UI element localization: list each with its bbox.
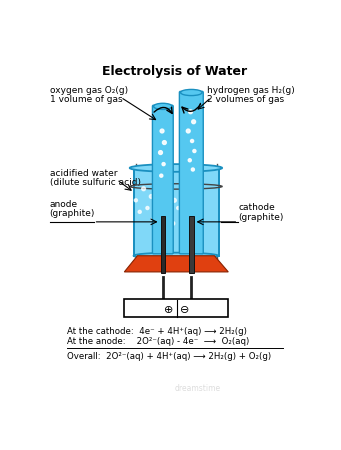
Text: ⊖: ⊖ [180, 305, 189, 315]
Bar [124, 299, 228, 317]
Text: acidified water: acidified water [50, 169, 117, 178]
Circle shape [171, 221, 175, 225]
Circle shape [186, 129, 190, 133]
Text: hydrogen gas H₂(g): hydrogen gas H₂(g) [207, 86, 295, 94]
Text: 2 volumes of gas: 2 volumes of gas [207, 95, 285, 104]
Ellipse shape [130, 164, 222, 172]
FancyBboxPatch shape [179, 91, 203, 254]
Circle shape [160, 129, 164, 133]
Circle shape [134, 199, 137, 202]
Bar [189, 216, 194, 274]
FancyBboxPatch shape [134, 168, 219, 256]
Circle shape [189, 110, 192, 114]
Circle shape [146, 207, 149, 210]
Text: At the cathode:  4e⁻ + 4H⁺(aq) ⟶ 2H₂(g): At the cathode: 4e⁻ + 4H⁺(aq) ⟶ 2H₂(g) [66, 327, 247, 336]
Circle shape [161, 214, 165, 218]
Text: (dilute sulfuric acid): (dilute sulfuric acid) [50, 178, 140, 187]
Circle shape [165, 189, 168, 193]
Bar [161, 216, 165, 274]
Text: anode: anode [50, 200, 78, 209]
Circle shape [157, 202, 161, 206]
Circle shape [177, 207, 180, 210]
Text: (graphite): (graphite) [238, 213, 284, 222]
Circle shape [191, 140, 194, 143]
Circle shape [193, 149, 196, 153]
Circle shape [162, 162, 165, 166]
Circle shape [162, 140, 166, 144]
FancyBboxPatch shape [152, 105, 173, 254]
Text: Overall:  2O²⁻(aq) + 4H⁺(aq) ⟶ 2H₂(g) + O₂(g): Overall: 2O²⁻(aq) + 4H⁺(aq) ⟶ 2H₂(g) + O… [66, 352, 271, 361]
Text: At the anode:    2O²⁻(aq) - 4e⁻  ⟶  O₂(aq): At the anode: 2O²⁻(aq) - 4e⁻ ⟶ O₂(aq) [66, 338, 249, 346]
Circle shape [173, 198, 176, 202]
Text: Electrolysis of Water: Electrolysis of Water [102, 65, 247, 78]
Circle shape [180, 191, 183, 194]
Polygon shape [124, 256, 228, 272]
Circle shape [151, 218, 154, 221]
Ellipse shape [134, 252, 218, 259]
Circle shape [138, 210, 141, 213]
Circle shape [191, 168, 194, 171]
Circle shape [149, 194, 153, 198]
Circle shape [184, 214, 188, 217]
Ellipse shape [180, 90, 202, 95]
Circle shape [160, 174, 163, 177]
Text: 1 volume of gas: 1 volume of gas [50, 95, 122, 104]
Circle shape [159, 151, 162, 154]
Circle shape [142, 187, 146, 191]
Ellipse shape [153, 104, 172, 109]
Text: ⊕: ⊕ [164, 305, 174, 315]
Circle shape [188, 159, 191, 162]
Circle shape [192, 120, 195, 124]
Text: oxygen gas O₂(g): oxygen gas O₂(g) [50, 86, 128, 94]
Text: (graphite): (graphite) [50, 209, 95, 218]
Text: cathode: cathode [238, 203, 275, 212]
Text: dreamstime: dreamstime [174, 384, 221, 393]
